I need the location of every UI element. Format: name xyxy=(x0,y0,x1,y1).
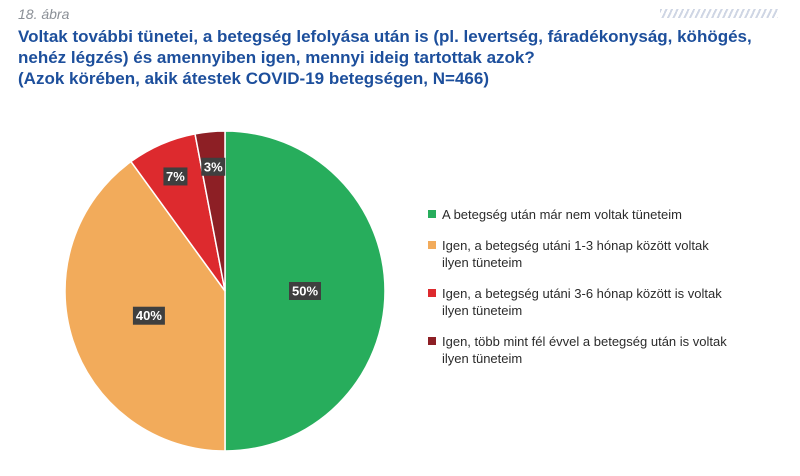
chart-legend: A betegség után már nem voltak tüneteim … xyxy=(428,206,778,381)
legend-item-1-3-months: Igen, a betegség utáni 1-3 hónap között … xyxy=(428,237,778,271)
legend-swatch xyxy=(428,289,436,297)
legend-swatch xyxy=(428,210,436,218)
pie-slice-2 xyxy=(64,160,226,452)
pie-label-4: 3% xyxy=(201,157,226,176)
svg-text:50%: 50% xyxy=(292,284,318,299)
legend-swatch xyxy=(428,337,436,345)
svg-text:7%: 7% xyxy=(166,169,185,184)
decorative-hatch xyxy=(660,9,778,18)
legend-item-3-6-months: Igen, a betegség utáni 3-6 hónap között … xyxy=(428,285,778,319)
title-line-3: (Azok körében, akik átestek COVID-19 bet… xyxy=(18,69,489,88)
chart-title: Voltak további tünetei, a betegség lefol… xyxy=(18,26,788,89)
pie-label-3: 7% xyxy=(163,167,188,186)
svg-text:3%: 3% xyxy=(204,159,223,174)
title-line-2: nehéz légzés) és amennyiben igen, mennyi… xyxy=(18,48,535,67)
pie-label-2: 40% xyxy=(132,306,165,325)
legend-item-no-symptoms: A betegség után már nem voltak tüneteim xyxy=(428,206,778,223)
legend-label: A betegség után már nem voltak tüneteim xyxy=(442,207,682,222)
legend-label: Igen, a betegség utáni 1-3 hónap között … xyxy=(442,238,709,270)
figure-label: 18. ábra xyxy=(18,6,70,22)
svg-text:40%: 40% xyxy=(136,308,162,323)
legend-label: Igen, a betegség utáni 3-6 hónap között … xyxy=(442,286,722,318)
title-line-1: Voltak további tünetei, a betegség lefol… xyxy=(18,27,752,46)
legend-label: Igen, több mint fél évvel a betegség utá… xyxy=(442,334,727,366)
legend-swatch xyxy=(428,241,436,249)
legend-item-over-half-year: Igen, több mint fél évvel a betegség utá… xyxy=(428,333,778,367)
pie-label-1: 50% xyxy=(289,282,321,300)
